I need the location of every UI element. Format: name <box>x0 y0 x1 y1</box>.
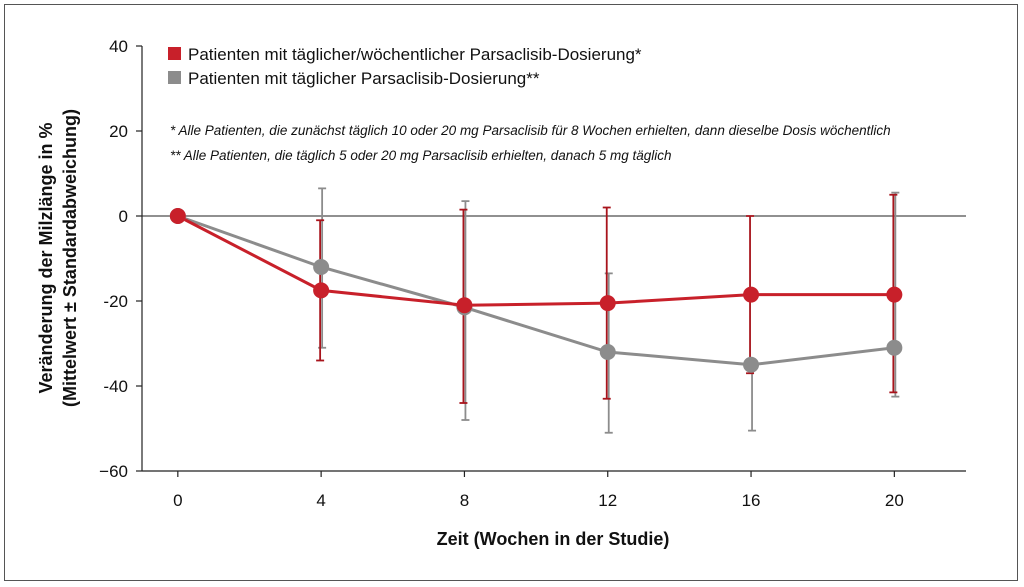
y-tick-label: -20 <box>103 292 128 311</box>
data-point-red <box>169 208 186 224</box>
y-tick-label: 40 <box>109 37 128 56</box>
footnote-1: * Alle Patienten, die zunächst täglich 1… <box>170 123 891 138</box>
legend: Patienten mit täglicher/wöchentlicher Pa… <box>168 45 642 88</box>
y-axis-title-line-1: Veränderung der Milzlänge in % <box>36 122 56 393</box>
series-lines <box>177 214 895 367</box>
x-tick-label: 8 <box>460 491 469 510</box>
y-tick-label: 20 <box>109 122 128 141</box>
data-points <box>169 208 903 373</box>
x-tick-label: 4 <box>316 491 325 510</box>
y-tick-label: −60 <box>99 462 128 481</box>
x-tick-label: 0 <box>173 491 182 510</box>
x-tick-label: 12 <box>598 491 617 510</box>
x-tick-label: 20 <box>885 491 904 510</box>
data-point-red <box>599 295 616 312</box>
data-point-red <box>743 286 760 303</box>
data-point-gray <box>743 356 760 373</box>
legend-swatch-red <box>168 47 181 60</box>
legend-label-series-1: Patienten mit täglicher/wöchentlicher Pa… <box>188 45 642 64</box>
x-axis-title: Zeit (Wochen in der Studie) <box>437 529 670 549</box>
legend-label-series-2: Patienten mit täglicher Parsaclisib-Dosi… <box>188 69 540 88</box>
data-point-gray <box>886 339 903 356</box>
y-tick-label: 0 <box>119 207 128 226</box>
x-tick-label: 16 <box>742 491 761 510</box>
footnote-2: ** Alle Patienten, die täglich 5 oder 20… <box>170 148 672 163</box>
series-line-gray <box>177 214 895 367</box>
legend-swatch-gray <box>168 71 181 84</box>
data-point-red <box>456 297 473 314</box>
data-point-gray <box>313 259 330 275</box>
axes: 40 20 0 -20 -40 −60 0 4 8 12 16 20 <box>99 37 966 510</box>
chart-frame <box>4 4 1018 581</box>
data-point-gray <box>599 344 616 360</box>
data-point-red <box>313 282 330 299</box>
y-tick-label: -40 <box>103 377 128 396</box>
data-point-red <box>886 286 903 303</box>
y-axis-title-line-2: (Mittelwert ± Standardabweichung) <box>60 109 80 407</box>
series-line-red <box>177 214 895 307</box>
